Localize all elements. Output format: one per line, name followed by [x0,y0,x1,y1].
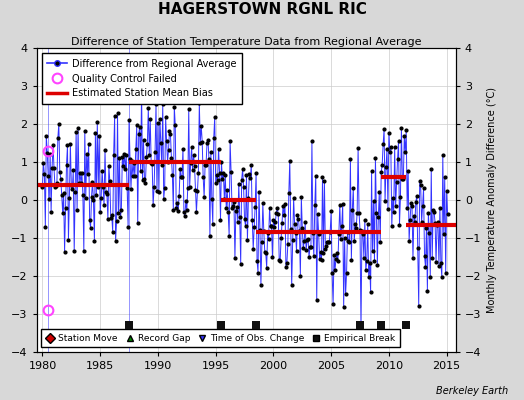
Legend: Station Move, Record Gap, Time of Obs. Change, Empirical Break: Station Move, Record Gap, Time of Obs. C… [41,330,400,348]
Text: Berkeley Earth: Berkeley Earth [436,386,508,396]
Y-axis label: Monthly Temperature Anomaly Difference (°C): Monthly Temperature Anomaly Difference (… [487,87,497,313]
Text: HAGERSTOWN RGNL RIC: HAGERSTOWN RGNL RIC [158,2,366,17]
Title: Difference of Station Temperature Data from Regional Average: Difference of Station Temperature Data f… [71,37,421,47]
